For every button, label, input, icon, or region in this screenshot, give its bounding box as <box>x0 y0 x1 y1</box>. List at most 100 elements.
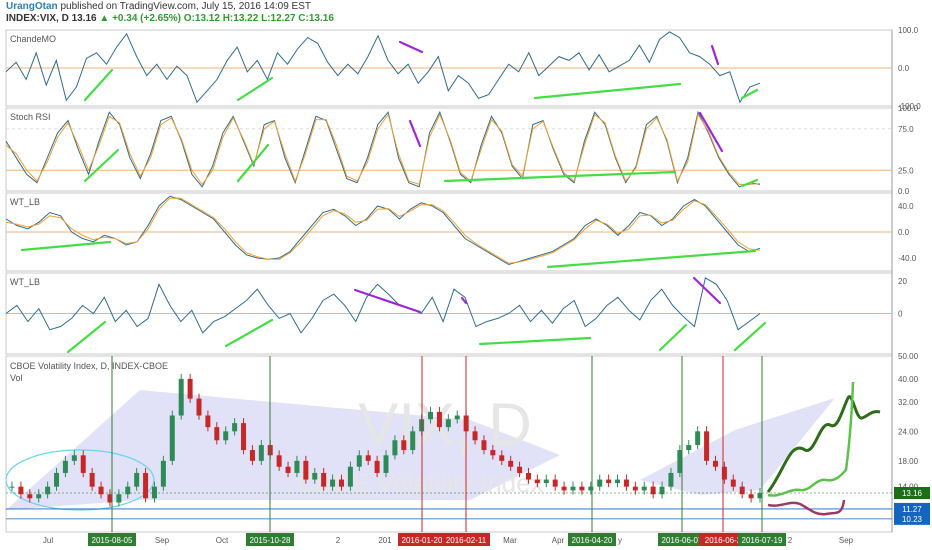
candle-body <box>347 466 353 487</box>
signal-line <box>5 197 761 264</box>
pane-title: Stoch RSI <box>10 112 51 122</box>
pane-frame <box>5 107 893 192</box>
candle-body <box>18 486 24 495</box>
bearish-divergence-line <box>710 44 720 66</box>
candle-body <box>54 472 60 487</box>
candle-body <box>597 479 603 487</box>
chart-header: UrangOtan published on TradingView.com, … <box>0 0 932 30</box>
bearish-divergence-line <box>698 111 724 153</box>
bearish-divergence-line <box>460 296 468 305</box>
forecast-path <box>766 395 881 493</box>
candle-body <box>9 486 15 488</box>
candle-body <box>365 455 371 461</box>
bullish-divergence-line <box>733 321 767 352</box>
x-tick-label: Sep <box>155 536 170 545</box>
candle-body <box>490 450 496 456</box>
bullish-divergence-line <box>236 143 270 183</box>
candle-body <box>356 455 362 467</box>
date-marker-label: 2016-04-20 <box>572 536 613 545</box>
candle-body <box>472 431 478 441</box>
triangle-up-icon: ▲ <box>99 13 110 24</box>
bearish-divergence-line <box>692 276 722 305</box>
x-tick-label: Sep <box>839 536 854 545</box>
candle-body <box>205 415 211 428</box>
candle-body <box>561 486 567 491</box>
y-tick-label: 40.0 <box>898 202 914 211</box>
candle-body <box>677 450 683 473</box>
candle-body <box>151 486 157 499</box>
ohlc-values: O:13.12 H:13.22 L:12.27 C:13.16 <box>183 13 334 24</box>
x-tick-label: Mar <box>503 536 517 545</box>
candle-body <box>721 466 727 480</box>
y-tick-label: 75.0 <box>898 125 914 134</box>
date-marker-box <box>568 533 616 546</box>
date-marker-box <box>246 533 294 546</box>
bullish-divergence-line <box>443 170 677 183</box>
bullish-divergence-line <box>740 178 759 188</box>
oscillator-line <box>5 31 761 104</box>
x-tick-label: 201 <box>378 536 392 545</box>
candle-body <box>712 460 718 467</box>
candle-body <box>45 486 51 495</box>
candle-body <box>615 479 621 484</box>
candle-body <box>294 460 300 473</box>
date-marker-box <box>398 533 446 546</box>
candle-body <box>588 486 594 491</box>
candle-body <box>107 494 113 503</box>
bullish-divergence-line <box>478 336 592 346</box>
candle-body <box>89 472 95 487</box>
candle-body <box>534 479 540 484</box>
candle-body <box>71 455 77 461</box>
price-label: 10.23 <box>902 515 923 524</box>
x-tick-label: 2 <box>788 536 793 545</box>
date-marker-label: 2016-02-11 <box>446 536 487 545</box>
y-tick-label: 0.0 <box>898 187 910 196</box>
price-change: +0.34 (+2.65%) <box>112 13 182 24</box>
candle-body <box>499 455 505 461</box>
y-tick-label: 18.00 <box>898 457 919 466</box>
candle-body <box>214 427 220 441</box>
author-link[interactable]: UrangOtan <box>6 1 58 12</box>
candle-body <box>383 455 389 473</box>
candle-body <box>650 486 656 495</box>
candle-body <box>276 455 282 467</box>
candle-body <box>570 486 576 491</box>
last-price: 13.16 <box>71 13 97 24</box>
date-marker-label: 2016-07-19 <box>742 536 783 545</box>
header-publish-line: UrangOtan published on TradingView.com, … <box>6 1 311 12</box>
candle-body <box>134 472 140 487</box>
candle-body <box>748 494 754 499</box>
candle-body <box>481 440 487 451</box>
candle-body <box>160 460 166 487</box>
candle-body <box>454 415 460 420</box>
bearish-divergence-line <box>398 40 424 54</box>
candle-body <box>579 486 585 491</box>
candle-body <box>739 486 745 495</box>
candle-body <box>730 479 736 487</box>
forecast-path <box>767 499 846 516</box>
y-tick-label: 24.00 <box>898 427 919 436</box>
y-tick-label: -40.0 <box>898 254 917 263</box>
x-tick-label: Apr <box>552 536 565 545</box>
watermark-text: VIX, D <box>358 391 531 458</box>
bullish-divergence-line <box>533 82 682 100</box>
y-tick-label: 100.0 <box>898 104 919 113</box>
candle-body <box>428 411 434 420</box>
date-marker-label: 2015-10-28 <box>250 536 291 545</box>
oscillator-line <box>5 110 761 188</box>
candle-body <box>338 479 344 487</box>
bullish-divergence-line <box>740 88 759 100</box>
bullish-divergence-line <box>658 323 688 352</box>
candle-body <box>285 466 291 473</box>
candle-body <box>508 460 514 467</box>
candle-body <box>80 455 86 473</box>
candle-body <box>757 493 763 499</box>
bullish-divergence-line <box>20 240 112 252</box>
candle-body <box>232 423 238 432</box>
bullish-divergence-line <box>83 68 114 102</box>
price-label-box <box>894 512 930 525</box>
candle-body <box>543 479 549 484</box>
date-marker-box <box>442 533 490 546</box>
candle-body <box>241 423 247 451</box>
